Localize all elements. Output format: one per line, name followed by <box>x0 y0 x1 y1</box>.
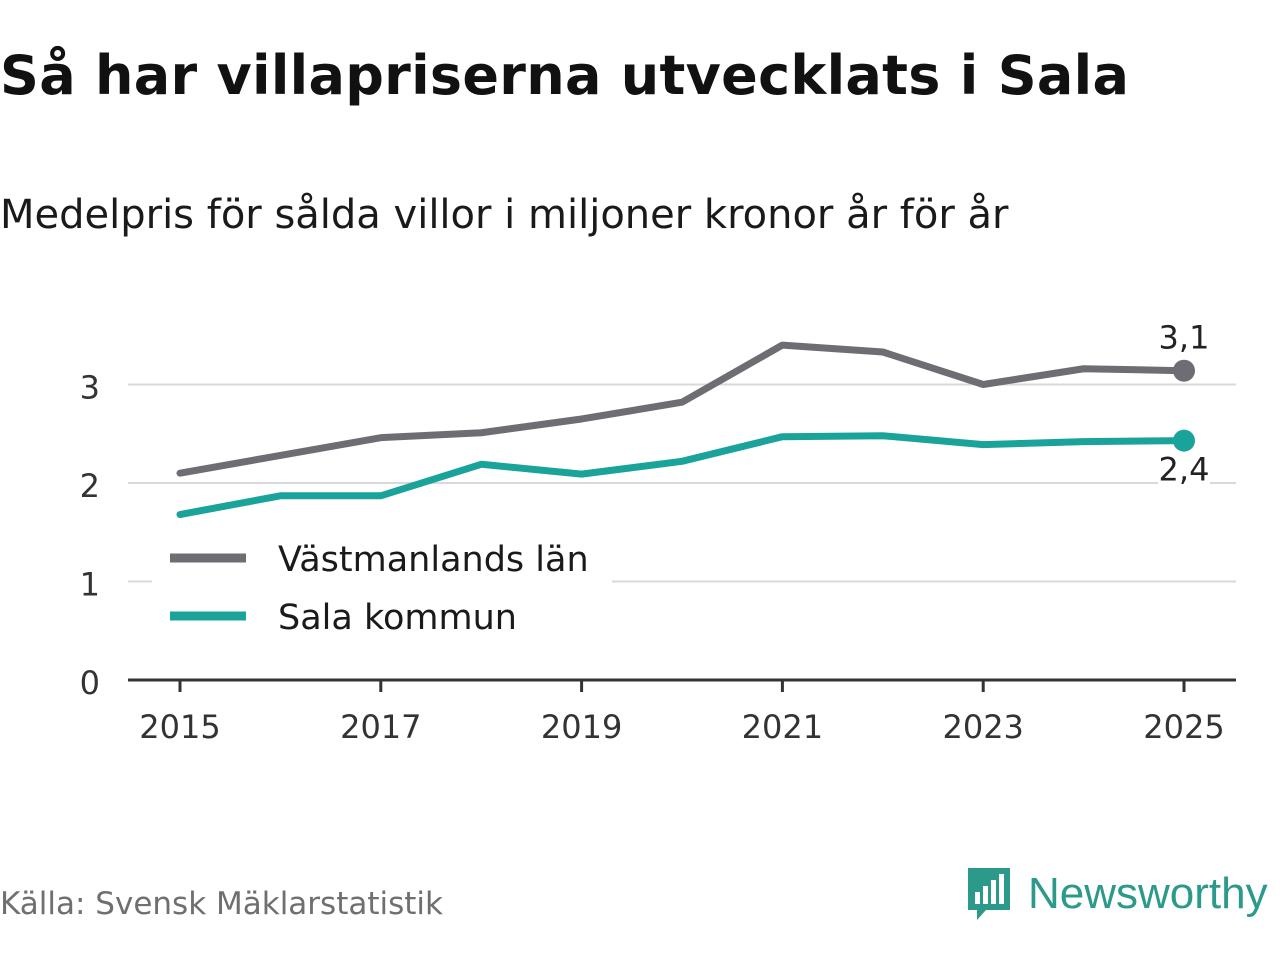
series-line-1 <box>176 432 1188 519</box>
brand-name: Newsworthy <box>1028 869 1268 918</box>
series-line-0 <box>176 341 1188 477</box>
x-axis: 2015 2017 2019 2021 2023 2025 <box>128 678 1236 746</box>
brand-logo: Newsworthy <box>964 864 1268 924</box>
series-lines <box>176 341 1195 519</box>
chart-subtitle: Medelpris för sålda villor i miljoner kr… <box>0 192 1009 238</box>
end-label-background <box>1158 320 1210 357</box>
y-tick-label: 1 <box>80 566 100 604</box>
y-tick-label: 0 <box>80 664 100 702</box>
y-tick-label: 2 <box>80 467 100 505</box>
chart-title: Så har villapriserna utvecklats i Sala <box>0 44 1130 107</box>
y-tick-label: 3 <box>80 369 100 407</box>
end-label-0: 3,1 <box>1159 319 1210 357</box>
x-tick-label: 2021 <box>742 708 823 746</box>
end-labels: 3,1 2,4 <box>1158 319 1210 489</box>
x-tick-label: 2015 <box>139 708 220 746</box>
series-end-point-1 <box>1173 429 1195 452</box>
end-label-background <box>1158 452 1210 489</box>
y-axis-labels: 0 1 2 3 <box>80 369 100 703</box>
source-note: Källa: Svensk Mäklarstatistik <box>0 886 443 922</box>
x-tick-label: 2025 <box>1143 708 1224 746</box>
series-end-point-0 <box>1173 359 1195 382</box>
x-tick-label: 2023 <box>942 708 1023 746</box>
legend-label: Västmanlands län <box>278 540 589 580</box>
legend-background <box>152 530 612 640</box>
end-label-1: 2,4 <box>1159 451 1210 489</box>
newsworthy-logo-icon <box>968 868 1010 920</box>
legend-label: Sala kommun <box>278 598 517 638</box>
legend: Västmanlands län Sala kommun <box>152 530 612 640</box>
x-tick-label: 2017 <box>340 708 421 746</box>
x-tick-label: 2019 <box>541 708 622 746</box>
